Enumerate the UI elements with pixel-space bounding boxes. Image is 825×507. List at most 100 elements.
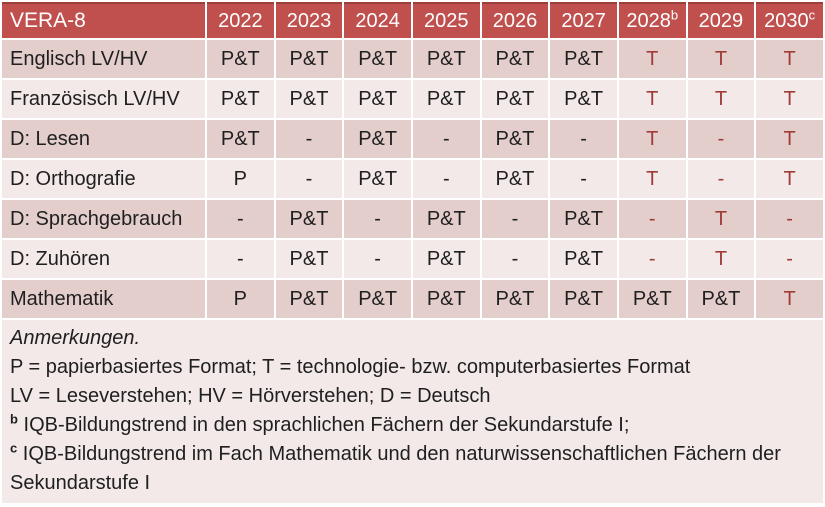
format-cell: P&T	[481, 280, 549, 318]
table-row: D: Zuhören - P&T - P&T - P&T - T -	[2, 240, 823, 278]
format-cell: P&T	[412, 240, 480, 278]
format-cell: P&T	[481, 40, 549, 78]
footnote-b-marker: b	[10, 411, 18, 427]
vera8-schedule-table: VERA-8 2022 2023 2024 2025 2026 2027 202…	[2, 2, 823, 318]
format-cell: P&T	[207, 40, 274, 78]
table-row: D: Orthografie P - P&T - P&T - T - T	[2, 160, 823, 198]
row-label: D: Orthografie	[2, 160, 205, 198]
table-body: Englisch LV/HV P&T P&T P&T P&T P&T P&T T T T Franz…	[2, 40, 823, 318]
format-cell: P&T	[275, 280, 343, 318]
table-title-cell: VERA-8	[2, 2, 205, 38]
row-label: D: Zuhören	[2, 240, 205, 278]
format-cell: P&T	[344, 160, 411, 198]
format-cell: -	[550, 120, 617, 158]
year-column-header: 2027	[550, 2, 617, 38]
format-cell: -	[412, 160, 480, 198]
format-cell: P&T	[550, 40, 617, 78]
format-cell: T	[618, 120, 686, 158]
format-cell: T	[618, 80, 686, 118]
year-column-header: 2024	[344, 2, 411, 38]
format-cell: P&T	[412, 40, 480, 78]
format-cell: T	[756, 80, 823, 118]
format-cell: T	[687, 200, 755, 238]
format-cell: P&T	[275, 240, 343, 278]
format-cell: -	[618, 240, 686, 278]
format-cell: -	[618, 200, 686, 238]
table-row: Französisch LV/HV P&T P&T P&T P&T P&T P&T T T T	[2, 80, 823, 118]
format-cell: -	[756, 200, 823, 238]
format-cell: T	[618, 40, 686, 78]
format-cell: P&T	[275, 200, 343, 238]
footnote-marker: b	[670, 6, 679, 22]
format-cell: -	[207, 200, 274, 238]
format-cell: P&T	[344, 120, 411, 158]
format-cell: P&T	[412, 80, 480, 118]
format-cell: -	[481, 200, 549, 238]
format-cell: T	[756, 280, 823, 318]
year-column-header: 2030c	[756, 2, 823, 38]
format-cell: T	[618, 160, 686, 198]
format-cell: P&T	[481, 120, 549, 158]
format-cell: P&T	[207, 120, 274, 158]
format-cell: -	[550, 160, 617, 198]
format-cell: P	[207, 160, 274, 198]
format-cell: P&T	[344, 40, 411, 78]
format-cell: -	[344, 240, 411, 278]
row-label: Englisch LV/HV	[2, 40, 205, 78]
format-cell: P&T	[550, 200, 617, 238]
format-cell: P&T	[275, 80, 343, 118]
year-column-header: 2026	[481, 2, 549, 38]
format-cell: P&T	[344, 280, 411, 318]
notes-section: Anmerkungen. P = papierbasiertes Format;…	[2, 320, 823, 503]
year-column-header: 2023	[275, 2, 343, 38]
year-column-header: 2025	[412, 2, 480, 38]
format-cell: -	[756, 240, 823, 278]
footnote-b: b IQB-Bildungstrend in den sprachlichen …	[10, 411, 789, 440]
table-row: D: Lesen P&T - P&T - P&T - T - T	[2, 120, 823, 158]
format-cell: T	[756, 40, 823, 78]
format-cell: P&T	[207, 80, 274, 118]
row-label: D: Lesen	[2, 120, 205, 158]
format-cell: P&T	[550, 280, 617, 318]
format-cell: P&T	[344, 80, 411, 118]
format-cell: -	[687, 120, 755, 158]
format-cell: P&T	[412, 200, 480, 238]
format-cell: P&T	[618, 280, 686, 318]
header-row: VERA-8 2022 2023 2024 2025 2026 2027 202…	[2, 2, 823, 38]
table-row: Englisch LV/HV P&T P&T P&T P&T P&T P&T T T T	[2, 40, 823, 78]
format-cell: T	[756, 160, 823, 198]
format-cell: -	[344, 200, 411, 238]
footnote-c-text: IQB-Bildungstrend im Fach Mathematik und…	[10, 443, 781, 494]
format-cell: -	[207, 240, 274, 278]
format-cell: T	[687, 40, 755, 78]
row-label: Französisch LV/HV	[2, 80, 205, 118]
format-cell: P&T	[550, 240, 617, 278]
row-label: Mathematik	[2, 280, 205, 318]
format-cell: -	[687, 160, 755, 198]
footnote-b-text: IQB-Bildungstrend in den sprachlichen Fä…	[23, 414, 630, 436]
format-cell: T	[687, 240, 755, 278]
format-cell: -	[275, 120, 343, 158]
footnote-marker: c	[808, 6, 816, 22]
format-cell: P	[207, 280, 274, 318]
format-cell: -	[481, 240, 549, 278]
format-cell: P&T	[481, 160, 549, 198]
year-column-header: 2028b	[618, 2, 686, 38]
footnote-c: c IQB-Bildungstrend im Fach Mathematik u…	[10, 440, 789, 498]
table-row: D: Sprachgebrauch - P&T - P&T - P&T - T -	[2, 200, 823, 238]
notes-title: Anmerkungen.	[10, 327, 141, 349]
table-row: Mathematik P P&T P&T P&T P&T P&T P&T P&T T	[2, 280, 823, 318]
year-column-header: 2022	[207, 2, 274, 38]
format-cell: T	[687, 80, 755, 118]
format-cell: T	[756, 120, 823, 158]
format-cell: -	[275, 160, 343, 198]
year-column-header: 2029	[687, 2, 755, 38]
notes-legend-abbreviations: LV = Leseverstehen; HV = Hörverstehen; D…	[10, 385, 491, 407]
format-cell: P&T	[550, 80, 617, 118]
format-cell: P&T	[481, 80, 549, 118]
footnote-c-marker: c	[10, 440, 18, 456]
format-cell: P&T	[412, 280, 480, 318]
format-cell: P&T	[687, 280, 755, 318]
notes-legend-format: P = papierbasiertes Format; T = technolo…	[10, 356, 691, 378]
